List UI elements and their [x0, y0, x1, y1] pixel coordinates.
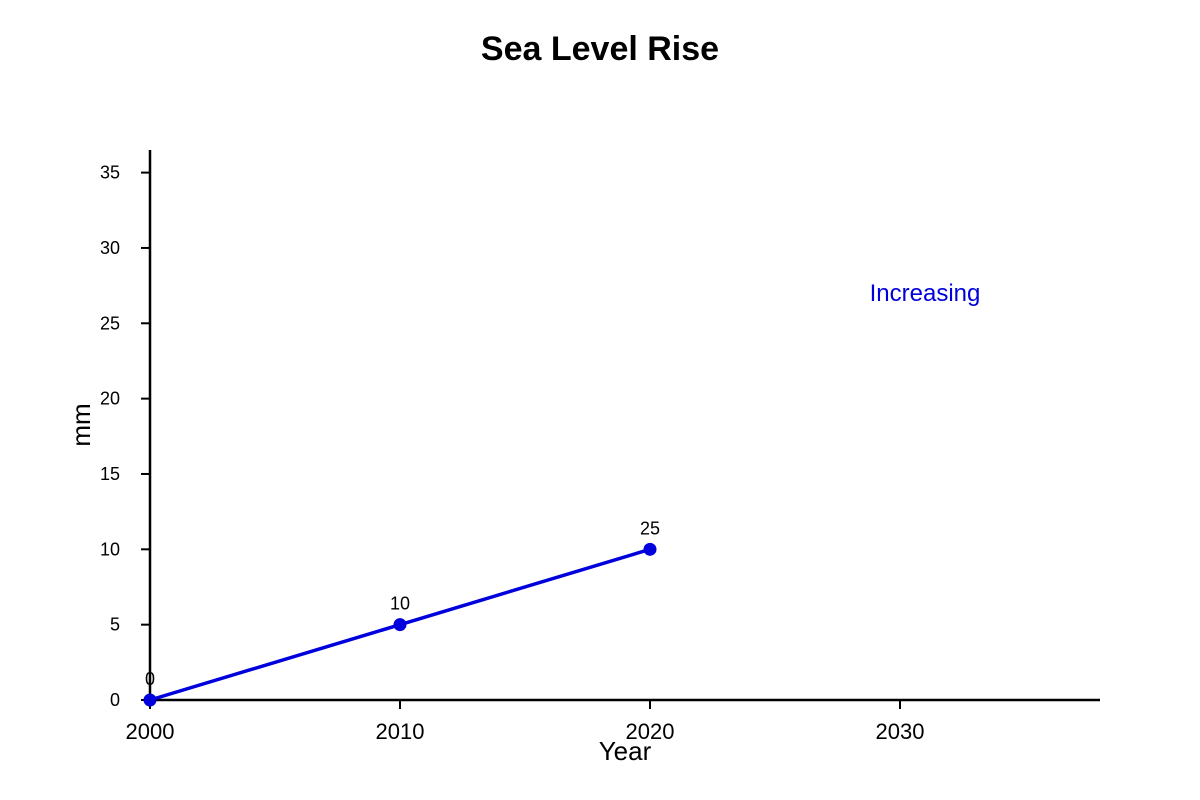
x-tick-label: 2010	[376, 719, 425, 744]
series-layer: 0 10 25	[143, 518, 660, 707]
x-tick-label: 2000	[126, 719, 175, 744]
data-label: 10	[390, 594, 410, 614]
data-label: 25	[640, 518, 660, 538]
y-tick-label: 30	[100, 238, 120, 258]
x-tick-label: 2020	[626, 719, 675, 744]
y-tick-label: 35	[100, 163, 120, 183]
y-tick-label: 0	[110, 690, 120, 710]
data-point	[393, 618, 407, 632]
data-label: 0	[145, 669, 155, 689]
x-axis-ticks: 2000 2010 2020 2030	[126, 700, 925, 744]
y-tick-label: 10	[100, 539, 120, 559]
y-tick-label: 15	[100, 464, 120, 484]
annotation-text: Increasing	[870, 280, 981, 307]
data-point	[643, 542, 657, 556]
y-axis-ticks: 0 5 10 15 20 25 30 35	[100, 163, 150, 710]
y-tick-label: 25	[100, 313, 120, 333]
data-point	[143, 693, 157, 707]
annotation-layer: Increasing	[870, 280, 981, 307]
chart-title: Sea Level Rise	[481, 30, 719, 68]
x-axis-label: Year	[599, 736, 652, 766]
y-axis-label: mm	[66, 403, 96, 446]
y-tick-label: 5	[110, 615, 120, 635]
x-tick-label: 2030	[876, 719, 925, 744]
y-tick-label: 20	[100, 389, 120, 409]
